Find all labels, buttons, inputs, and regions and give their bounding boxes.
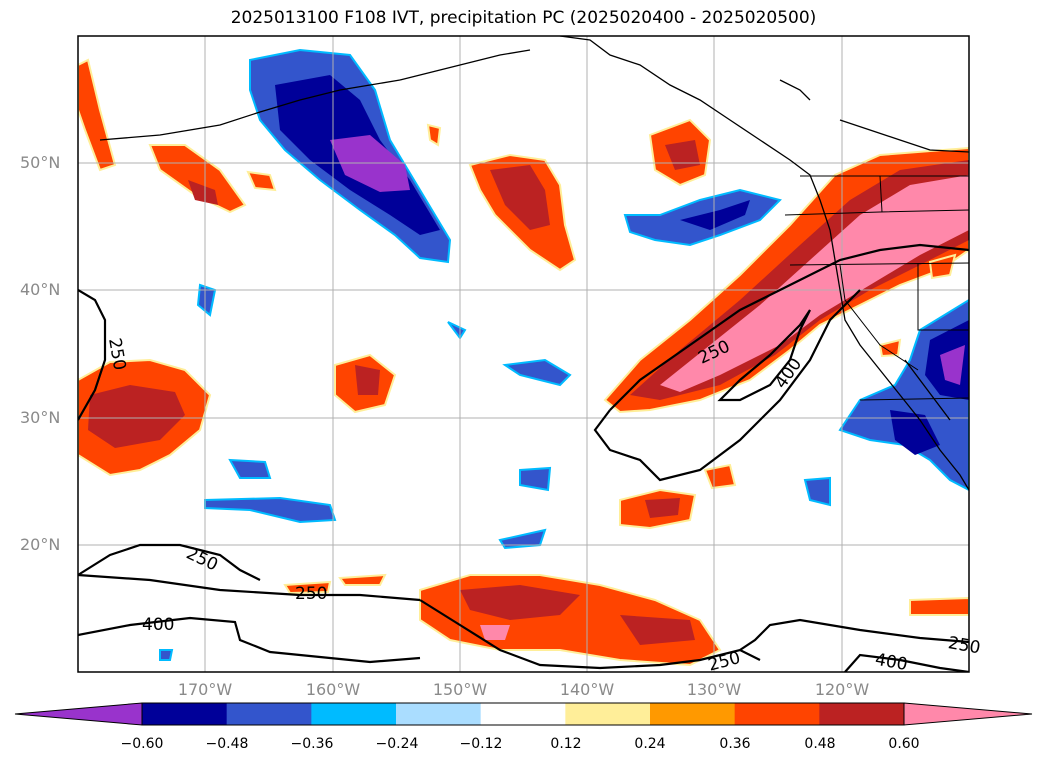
colorbar-cell [226, 703, 312, 725]
colorbar-cell [819, 703, 905, 725]
lon-label: 150°W [432, 680, 488, 699]
colorbar-cell [565, 703, 651, 725]
colorbar-tick-label: −0.12 [459, 736, 503, 752]
colorbar-cell [480, 703, 566, 725]
colorbar-cell [142, 703, 228, 725]
graticule [78, 36, 969, 672]
colorbar-cell [311, 703, 397, 725]
lon-label: 160°W [305, 680, 361, 699]
colorbar-cell [734, 703, 820, 725]
colorbar-tick-label: −0.60 [120, 736, 164, 752]
contour-label: 400 [142, 615, 174, 635]
map-title: 2025013100 F108 IVT, precipitation PC (2… [230, 8, 817, 28]
contour-label: 250 [295, 584, 327, 604]
lat-label: 20°N [20, 535, 61, 554]
colorbar-tick-label: −0.36 [290, 736, 334, 752]
lon-label: 120°W [814, 680, 870, 699]
coastlines [99, 36, 969, 491]
colorbar-tick-label: 0.24 [634, 736, 666, 752]
ivt-contours [78, 243, 969, 672]
lat-label: 30°N [20, 408, 61, 427]
colorbar-tick-label: 0.60 [888, 736, 920, 752]
lon-label: 140°W [559, 680, 615, 699]
map-frame [77, 35, 970, 673]
colorbar-tick-label: 0.36 [719, 736, 751, 752]
lon-label: 170°W [177, 680, 233, 699]
colorbar-cell [650, 703, 736, 725]
colorbar [14, 702, 1033, 726]
colorbar-cell [396, 703, 482, 725]
colorbar-tick-label: 0.12 [550, 736, 582, 752]
colorbar-tick-label: 0.48 [804, 736, 836, 752]
political-borders [784, 175, 969, 401]
colorbar-tick-label: −0.48 [205, 736, 249, 752]
lon-label: 130°W [686, 680, 742, 699]
lat-label: 50°N [20, 153, 61, 172]
map-background [78, 36, 969, 672]
precip-anomaly-fields [78, 48, 969, 667]
colorbar-tick-label: −0.24 [375, 736, 419, 752]
lat-label: 40°N [20, 280, 61, 299]
